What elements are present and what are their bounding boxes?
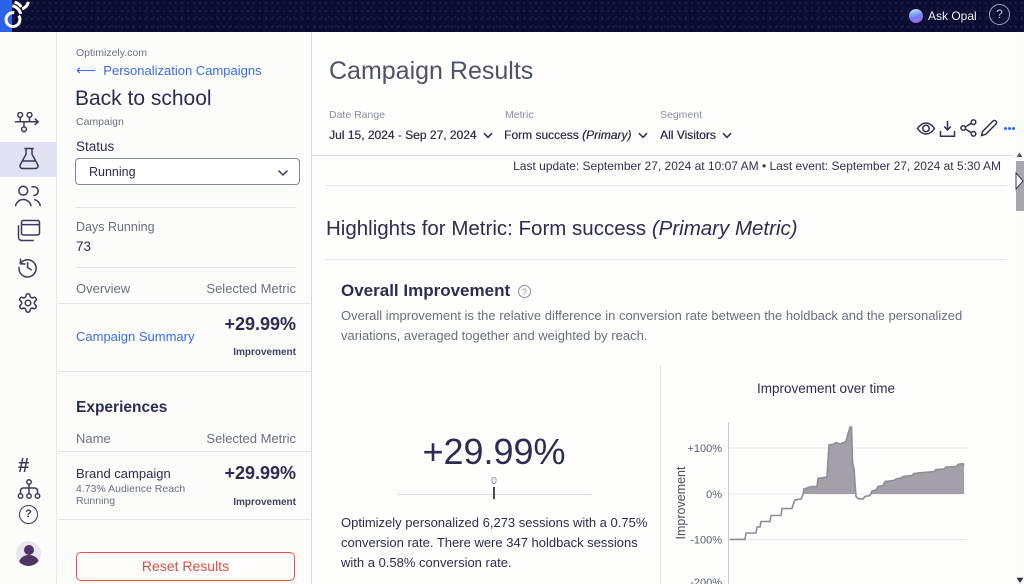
- svg-text:+100%: +100%: [687, 443, 722, 455]
- svg-text:0%: 0%: [706, 489, 722, 501]
- svg-text:-200%: -200%: [690, 577, 722, 584]
- svg-text:-100%: -100%: [690, 535, 722, 547]
